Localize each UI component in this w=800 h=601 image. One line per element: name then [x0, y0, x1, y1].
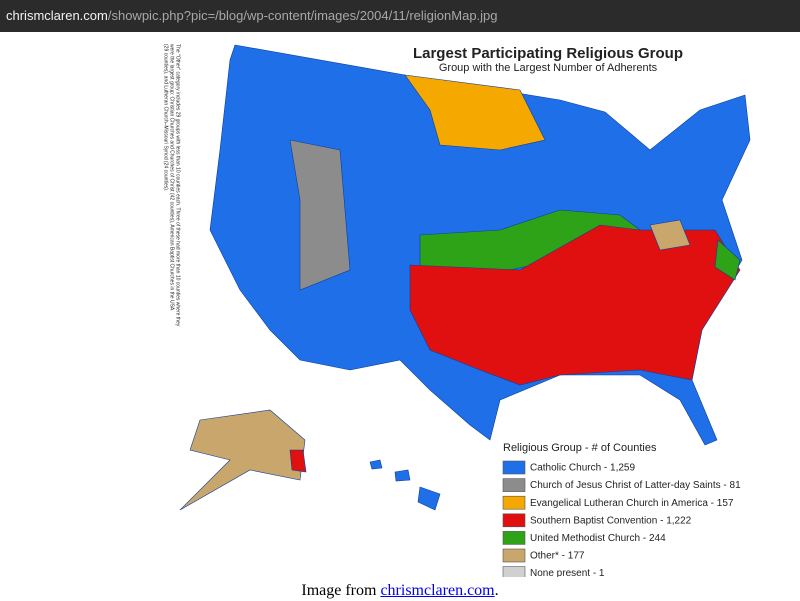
religion-map: Largest Participating Religious Group Gr…	[163, 44, 751, 577]
legend-swatch	[502, 531, 526, 545]
hawaii-3	[417, 486, 441, 511]
note-line: (29 counties), and Lutheran Church–Misso…	[163, 44, 169, 191]
note-line: were the largest group: Christian Church…	[169, 44, 175, 311]
caption-link[interactable]: chrismclaren.com	[380, 582, 495, 599]
legend-label: Catholic Church - 1,259	[530, 463, 635, 474]
hawaii-2	[394, 469, 411, 482]
caption-text: Image from	[301, 582, 381, 599]
alaska-baptist	[289, 449, 307, 473]
legend-label: United Methodist Church - 244	[530, 533, 666, 544]
url-host: chrismclaren.com	[6, 8, 108, 23]
address-bar: chrismclaren.com/showpic.php?pic=/blog/w…	[0, 0, 800, 32]
map-note: The "Other" category includes 29 groups …	[163, 44, 181, 327]
legend-label: None present - 1	[530, 568, 605, 577]
note-line: The "Other" category includes 29 groups …	[175, 44, 181, 327]
region-lutheran	[404, 74, 546, 151]
legend-label: Other* - 177	[530, 551, 585, 562]
url[interactable]: chrismclaren.com/showpic.php?pic=/blog/w…	[6, 8, 498, 23]
region-methodist-nc	[714, 239, 741, 281]
legend-label: Church of Jesus Christ of Latter-day Sai…	[530, 480, 741, 491]
map-title: Largest Participating Religious Group	[413, 45, 683, 62]
url-path: /showpic.php?pic=/blog/wp-content/images…	[107, 8, 498, 23]
region-other	[649, 219, 691, 251]
hawaii-1	[369, 459, 383, 470]
legend-swatch	[502, 478, 526, 492]
caption: Image from chrismclaren.com.	[0, 582, 800, 600]
legend-title: Religious Group - # of Counties	[503, 442, 657, 454]
alaska	[179, 409, 306, 511]
legend-swatch	[502, 566, 526, 577]
map-subtitle: Group with the Largest Number of Adheren…	[439, 62, 658, 74]
legend-label: Southern Baptist Convention - 1,222	[530, 515, 692, 526]
region-baptist	[409, 224, 741, 386]
legend-swatch	[502, 495, 526, 510]
legend: Catholic Church - 1,259 Church of Jesus C…	[502, 460, 741, 577]
region-lds	[289, 139, 351, 291]
legend-swatch	[502, 548, 526, 563]
legend-swatch	[502, 513, 526, 528]
legend-label: Evangelical Lutheran Church in America -…	[530, 498, 734, 509]
legend-swatch	[502, 460, 526, 475]
us-map	[179, 44, 751, 511]
caption-text: .	[494, 582, 499, 599]
